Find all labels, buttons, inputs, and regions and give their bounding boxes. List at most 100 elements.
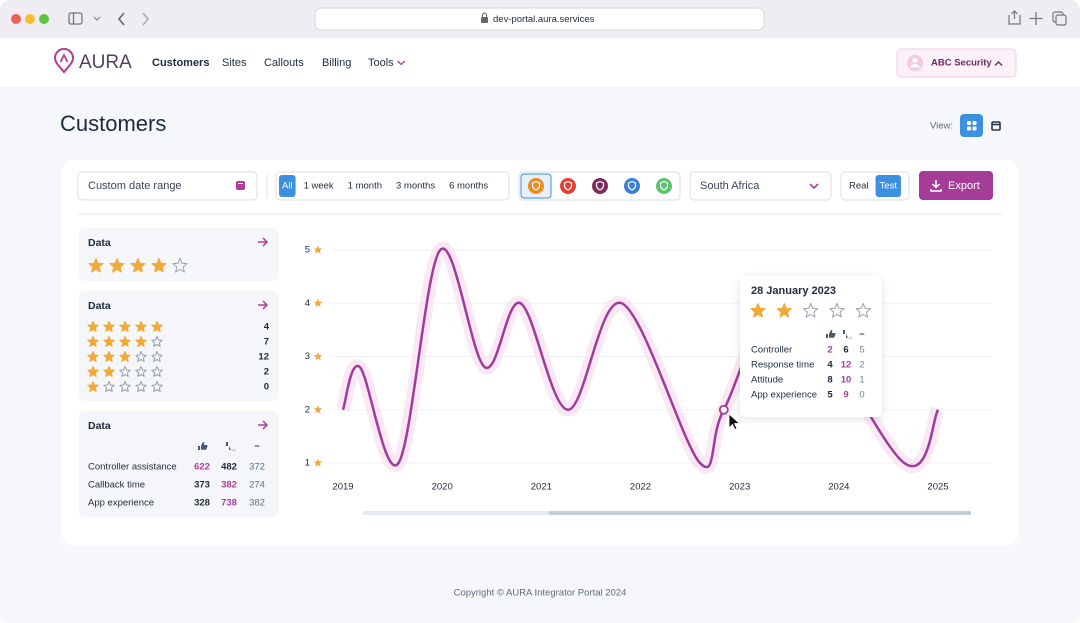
period-option[interactable]: All — [282, 181, 293, 192]
nav-link[interactable]: Tools — [368, 57, 394, 69]
star — [135, 381, 147, 392]
tooltip-value: 10 — [841, 375, 852, 386]
period-option[interactable]: 6 months — [449, 181, 488, 192]
tooltip-label: Controller — [751, 345, 792, 356]
star — [130, 258, 146, 273]
feedback-title: Data — [88, 420, 111, 432]
star — [151, 366, 163, 377]
company-icon[interactable] — [528, 178, 544, 194]
share-icon[interactable] — [1008, 10, 1021, 25]
period-active[interactable] — [279, 175, 296, 197]
star — [87, 351, 99, 362]
x-tick-label: 2020 — [432, 482, 453, 493]
region-label[interactable]: South Africa — [700, 180, 760, 192]
tooltip-value: 8 — [827, 375, 832, 386]
feedback-value: 274 — [249, 480, 265, 491]
x-tick-label: 2022 — [630, 482, 651, 493]
tooltip-value: 9 — [843, 390, 848, 401]
tooltip-value: 2 — [859, 360, 864, 371]
forward-button[interactable] — [142, 12, 150, 26]
date-range-picker[interactable] — [77, 171, 258, 201]
export-label[interactable]: Export — [948, 180, 980, 192]
brand[interactable]: AURA — [79, 52, 132, 73]
nav-link[interactable]: Callouts — [264, 57, 304, 69]
window-zoom[interactable] — [39, 14, 49, 24]
period-option[interactable]: 1 week — [304, 181, 334, 192]
date-range-label[interactable]: Custom date range — [88, 180, 182, 192]
y-tick-star — [313, 245, 323, 254]
scroll-thumb[interactable] — [549, 511, 971, 515]
table-view-button[interactable] — [991, 121, 1001, 131]
y-tick-label: 4 — [305, 298, 310, 309]
mode-option[interactable]: Test — [880, 181, 898, 192]
company-icon[interactable] — [656, 178, 672, 194]
grid-view-button[interactable] — [960, 114, 983, 137]
account-chevron — [994, 61, 1003, 66]
summary-card — [79, 228, 279, 281]
sidebar-icon[interactable] — [68, 12, 83, 25]
star — [119, 366, 131, 377]
grid-icon — [967, 121, 977, 131]
thumbs-down-icon — [843, 330, 853, 340]
star — [103, 366, 115, 377]
thumbs-up-icon — [826, 330, 836, 338]
star — [87, 336, 99, 347]
distribution-link[interactable] — [258, 300, 269, 310]
calendar-icon — [236, 181, 245, 190]
feedback-link[interactable] — [258, 420, 269, 430]
nav-chevron — [397, 60, 406, 66]
feedback-value: 372 — [249, 462, 265, 473]
company-icon[interactable] — [624, 178, 640, 194]
star — [151, 381, 163, 392]
window-close[interactable] — [11, 14, 21, 24]
star — [151, 336, 163, 347]
period-option[interactable]: 3 months — [396, 181, 435, 192]
star — [103, 336, 115, 347]
star — [151, 351, 163, 362]
x-tick-label: 2019 — [332, 482, 353, 493]
new-tab-icon[interactable] — [1029, 12, 1043, 25]
star — [87, 366, 99, 377]
address-bar[interactable] — [314, 7, 765, 31]
star — [151, 321, 163, 332]
tooltip-value: 1 — [859, 375, 864, 386]
back-button[interactable] — [117, 12, 125, 26]
y-tick-star — [313, 352, 323, 361]
star — [109, 258, 125, 273]
mode-active[interactable] — [875, 175, 901, 197]
company-icon[interactable] — [560, 178, 576, 194]
nav-link[interactable]: Sites — [222, 57, 247, 69]
mouse-cursor — [728, 413, 741, 431]
region-select[interactable] — [689, 171, 832, 201]
summary-link[interactable] — [258, 237, 269, 247]
dropdown-icon[interactable] — [93, 16, 101, 21]
hover-point[interactable] — [718, 404, 729, 415]
star — [119, 381, 131, 392]
export-button[interactable] — [919, 171, 993, 200]
url: dev-portal.aura.services — [493, 14, 595, 25]
feedback-value: 482 — [221, 462, 237, 473]
account-menu[interactable] — [896, 48, 1017, 78]
period-group — [275, 171, 510, 201]
nav-link[interactable]: Billing — [322, 57, 351, 69]
company-icon[interactable] — [592, 178, 608, 194]
star — [135, 351, 147, 362]
feedback-card — [79, 411, 279, 517]
tooltip-value: 5 — [859, 345, 864, 356]
nav-link[interactable]: Customers — [152, 57, 209, 69]
period-option[interactable]: 1 month — [348, 181, 382, 192]
star — [119, 321, 131, 332]
window-minimize[interactable] — [25, 14, 35, 24]
y-tick-label: 3 — [305, 351, 310, 362]
tooltip-neutral-header: – — [859, 329, 864, 340]
tooltip — [740, 276, 882, 417]
star — [119, 351, 131, 362]
tooltip-value: 0 — [859, 390, 864, 401]
logo-pin[interactable] — [53, 48, 75, 74]
mode-option[interactable]: Real — [849, 181, 869, 192]
region-chevron — [809, 183, 819, 190]
account-name[interactable]: ABC Security — [931, 58, 992, 69]
tooltip-label: Response time — [751, 360, 814, 371]
